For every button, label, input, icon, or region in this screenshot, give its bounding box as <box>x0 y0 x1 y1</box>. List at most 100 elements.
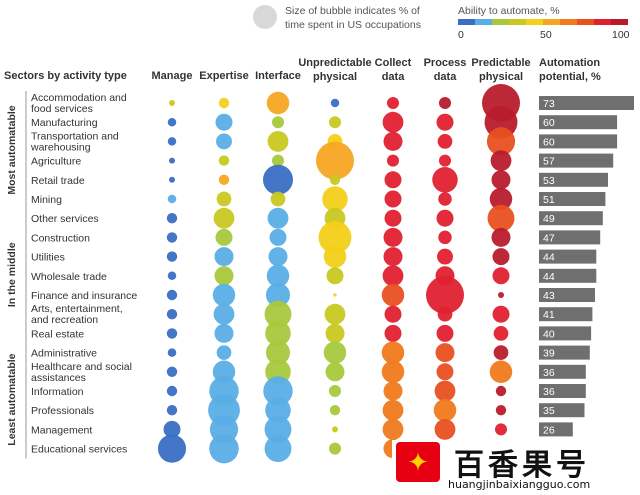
bubble-15-5 <box>434 380 456 402</box>
bubble-11-3 <box>324 303 346 325</box>
bubble-6-0 <box>166 213 178 224</box>
color-swatch-9 <box>611 19 628 25</box>
bubble-11-1 <box>213 303 235 325</box>
bubble-15-3 <box>328 384 342 398</box>
bubble-4-6 <box>491 170 511 190</box>
header-potential-line1: Automation <box>539 57 600 69</box>
header-expertise: Expertise <box>199 70 249 82</box>
bubble-2-2 <box>267 130 289 152</box>
bubble-8-3 <box>323 245 347 268</box>
bubble-13-3 <box>323 341 347 364</box>
potential-bar-8 <box>539 249 597 264</box>
bubble-17-5 <box>434 418 456 440</box>
group-label-2: Least automatable <box>6 353 18 445</box>
bubble-14-6 <box>489 360 513 384</box>
sector-label-11-line1: and recreation <box>31 314 98 326</box>
header-predictable-line2: physical <box>479 71 523 83</box>
bubble-5-6 <box>489 187 513 211</box>
watermark: ✦ 百香果号 huangjinbaixiangguo.com <box>392 440 640 495</box>
bubble-6-6 <box>487 204 515 232</box>
potential-bar-15 <box>539 384 586 398</box>
bubble-12-5 <box>436 324 454 342</box>
bubble-3-4 <box>386 154 400 167</box>
potential-value-6: 49 <box>543 213 555 225</box>
bubble-10-5 <box>426 276 464 314</box>
bubble-5-2 <box>270 191 286 207</box>
bubble-10-4 <box>381 283 405 307</box>
header-collect-line2: data <box>382 71 406 83</box>
sector-label-14-line1: assistances <box>31 372 86 384</box>
bubble-15-6 <box>495 385 507 397</box>
sector-label-8: Utilities <box>31 252 65 264</box>
bubble-0-0 <box>169 100 175 106</box>
bubble-6-4 <box>384 209 402 227</box>
bubble-5-5 <box>438 192 452 206</box>
potential-bar-3 <box>539 153 614 168</box>
bubble-16-2 <box>265 397 291 423</box>
bubble-11-0 <box>166 309 178 320</box>
bubble-6-1 <box>213 207 235 229</box>
potential-bar-13 <box>539 345 590 360</box>
bubble-8-5 <box>437 248 453 265</box>
bubble-2-6 <box>486 127 516 156</box>
bubble-1-4 <box>382 111 404 133</box>
bubble-9-1 <box>214 266 234 286</box>
bubble-17-3 <box>332 426 338 433</box>
bubble-2-0 <box>167 137 177 146</box>
sector-label-1: Manufacturing <box>31 117 98 129</box>
potential-value-17: 26 <box>543 424 555 436</box>
potential-value-2: 60 <box>543 136 555 148</box>
color-tick-0: 0 <box>458 29 464 41</box>
color-swatch-0 <box>458 19 475 25</box>
bubble-13-2 <box>265 340 291 365</box>
color-tick-100: 100 <box>612 29 630 41</box>
potential-bar-4 <box>539 172 608 187</box>
bubble-0-5 <box>438 96 452 110</box>
potential-value-1: 60 <box>543 117 555 129</box>
group-label-0: Most automatable <box>6 105 18 194</box>
bubble-0-2 <box>266 91 290 115</box>
header-predictable-line1: Predictable <box>471 57 530 69</box>
sector-label-18: Educational services <box>31 444 127 456</box>
bubble-3-5 <box>438 154 452 167</box>
bubble-6-5 <box>436 209 454 227</box>
watermark-logo-icon: ✦ <box>396 442 440 482</box>
size-legend: Size of bubble indicates % of time spent… <box>253 5 421 31</box>
color-swatch-5 <box>543 19 560 25</box>
color-swatch-4 <box>526 19 543 25</box>
bubble-17-4 <box>382 418 404 440</box>
color-swatch-6 <box>560 19 577 25</box>
bubble-14-5 <box>436 363 454 381</box>
sector-label-10: Finance and insurance <box>31 290 137 302</box>
bubble-12-3 <box>325 323 345 343</box>
bubble-12-4 <box>384 324 402 342</box>
potential-value-15: 36 <box>543 386 555 398</box>
column-headers: Sectors by activity type Manage Expertis… <box>4 57 601 83</box>
potential-value-11: 41 <box>543 309 555 321</box>
potential-value-14: 36 <box>543 367 555 379</box>
potential-bar-12 <box>539 326 592 341</box>
bubble-13-1 <box>216 345 232 360</box>
color-legend-title: Ability to automate, % <box>458 5 560 17</box>
potential-value-4: 53 <box>543 175 555 187</box>
sector-label-0-line1: food services <box>31 103 93 115</box>
bubble-7-2 <box>269 228 287 246</box>
potential-value-0: 73 <box>543 98 555 110</box>
bubble-5-1 <box>216 191 232 207</box>
bubble-1-2 <box>271 116 285 129</box>
bubble-6-2 <box>267 207 289 229</box>
bubble-7-5 <box>438 230 452 245</box>
bubble-2-1 <box>216 133 232 150</box>
header-potential-line2: potential, % <box>539 71 601 83</box>
potential-bar-2 <box>539 134 618 149</box>
header-interface: Interface <box>255 70 301 82</box>
bubble-8-0 <box>166 251 178 262</box>
bubble-0-1 <box>218 97 230 109</box>
sector-label-5: Mining <box>31 194 62 206</box>
bubble-8-6 <box>492 248 510 266</box>
potential-bar-17 <box>539 422 573 437</box>
potential-bar-1 <box>539 115 618 130</box>
bubble-4-3 <box>329 174 341 185</box>
color-swatch-1 <box>475 19 492 25</box>
potential-value-5: 51 <box>543 194 555 206</box>
